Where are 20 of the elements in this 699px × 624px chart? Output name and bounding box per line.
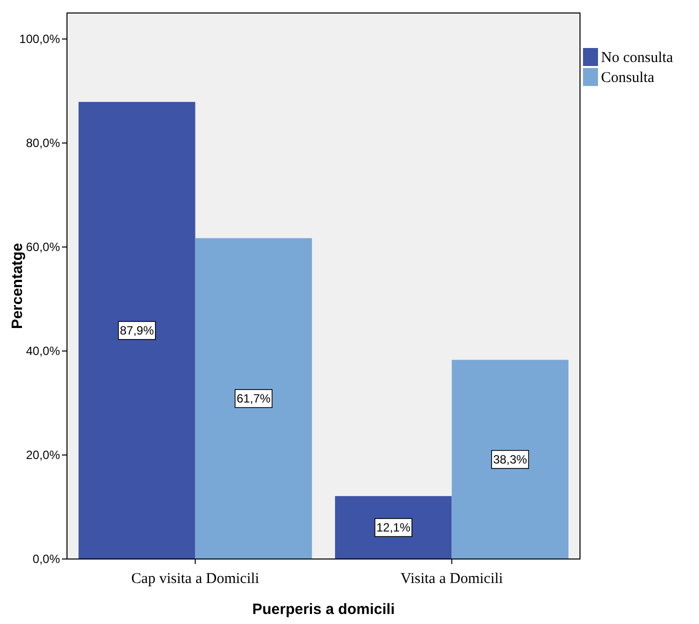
bar	[452, 360, 568, 559]
data-label: 61,7%	[236, 392, 271, 406]
y-tick-label: 80,0%	[26, 136, 60, 150]
y-tick-label: 20,0%	[26, 448, 60, 462]
bar	[78, 102, 196, 559]
data-label: 12,1%	[376, 520, 411, 535]
y-tick-label: 60,0%	[26, 240, 60, 254]
x-tick-label: Cap visita a Domicili	[131, 571, 260, 587]
bar	[195, 238, 312, 559]
x-tick-label: Visita a Domicili	[400, 571, 503, 587]
y-tick-label: 0,0%	[32, 552, 60, 566]
x-axis-title: Puerperis a domicili	[252, 601, 395, 618]
y-tick-label: 40,0%	[26, 344, 60, 358]
legend-label: No consulta	[601, 50, 674, 66]
y-axis-title: Percentatge	[9, 243, 26, 329]
bar	[335, 496, 452, 559]
legend-label: Consulta	[601, 70, 655, 86]
data-label: 87,9%	[120, 323, 154, 338]
data-label: 38,3%	[493, 452, 528, 466]
y-tick-label: 100,0%	[19, 32, 60, 46]
